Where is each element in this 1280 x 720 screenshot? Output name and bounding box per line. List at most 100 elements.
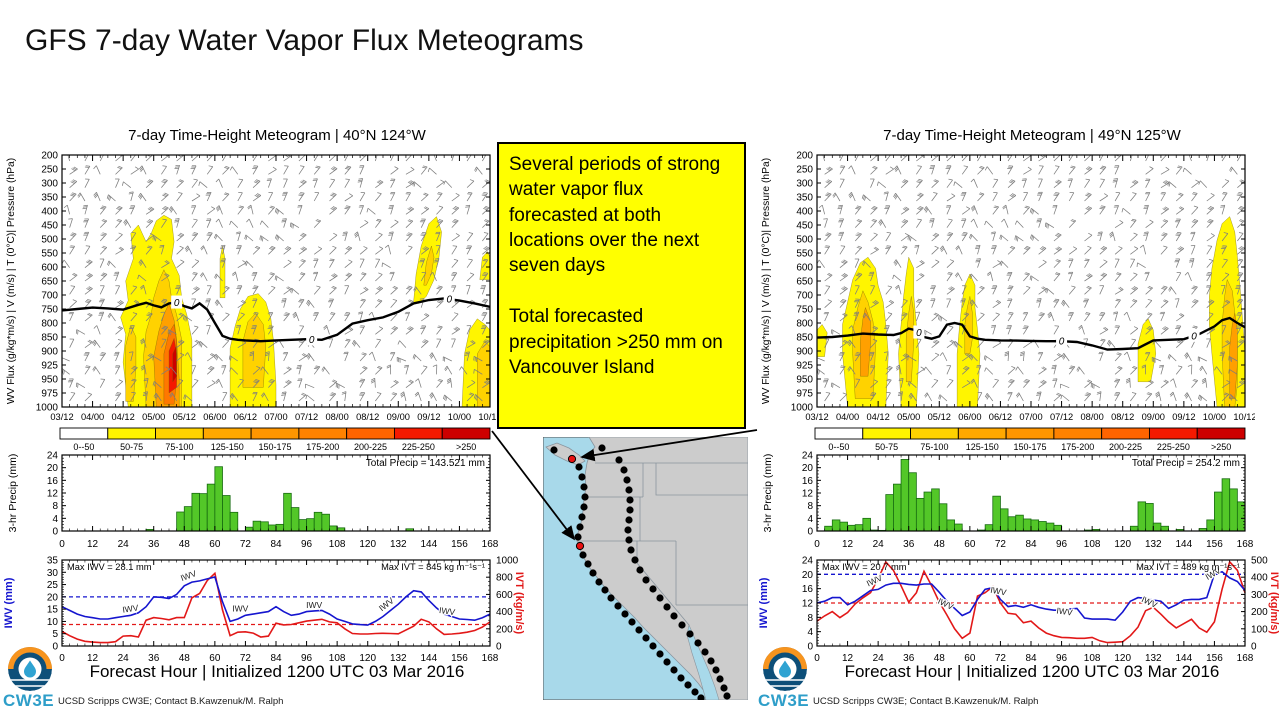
svg-text:05/12: 05/12 <box>928 412 951 422</box>
svg-text:0--50: 0--50 <box>828 442 849 452</box>
svg-text:200-225: 200-225 <box>354 442 387 452</box>
svg-text:900: 900 <box>41 347 58 358</box>
svg-text:16: 16 <box>802 476 814 487</box>
svg-text:750: 750 <box>796 305 813 316</box>
svg-text:0: 0 <box>496 642 502 653</box>
svg-text:156: 156 <box>1206 653 1223 664</box>
svg-text:800: 800 <box>41 319 58 330</box>
svg-text:12: 12 <box>802 489 814 500</box>
svg-text:10/12: 10/12 <box>478 412 500 422</box>
cw3e-logo-icon <box>763 647 807 691</box>
svg-text:225-250: 225-250 <box>402 442 435 452</box>
svg-text:60: 60 <box>964 539 976 550</box>
svg-text:WV Flux (g/kg*m/s) | V (m/s) |: WV Flux (g/kg*m/s) | V (m/s) | T (0°C)| … <box>761 158 772 404</box>
svg-text:175-200: 175-200 <box>1061 442 1094 452</box>
svg-text:120: 120 <box>1114 653 1131 664</box>
svg-text:120: 120 <box>359 539 376 550</box>
svg-text:108: 108 <box>1084 653 1101 664</box>
svg-text:108: 108 <box>329 539 346 550</box>
svg-text:36: 36 <box>903 653 915 664</box>
svg-text:72: 72 <box>240 539 252 550</box>
svg-text:0: 0 <box>309 335 315 346</box>
svg-text:06/12: 06/12 <box>234 412 257 422</box>
svg-text:IWV: IWV <box>122 603 140 615</box>
cw3e-logo-text: CW3E <box>3 691 55 710</box>
svg-text:84: 84 <box>270 653 282 664</box>
svg-text:800: 800 <box>496 573 513 584</box>
svg-text:15: 15 <box>47 605 59 616</box>
svg-text:IWV: IWV <box>1056 605 1074 617</box>
svg-text:175-200: 175-200 <box>306 442 339 452</box>
svg-text:05/00: 05/00 <box>897 412 920 422</box>
svg-text:08/12: 08/12 <box>356 412 379 422</box>
annotation-paragraph-1: Several periods of strong water vapor fl… <box>509 154 721 277</box>
svg-text:120: 120 <box>1114 539 1131 550</box>
svg-text:0: 0 <box>1059 337 1065 348</box>
svg-text:300: 300 <box>41 179 58 190</box>
svg-text:0: 0 <box>1191 331 1197 342</box>
svg-text:0: 0 <box>807 642 813 653</box>
svg-text:IWV (mm): IWV (mm) <box>3 577 15 628</box>
svg-text:>250: >250 <box>456 442 476 452</box>
svg-text:72: 72 <box>995 539 1007 550</box>
svg-text:650: 650 <box>796 277 813 288</box>
svg-text:925: 925 <box>41 361 58 372</box>
svg-text:168: 168 <box>482 653 499 664</box>
svg-text:132: 132 <box>390 539 407 550</box>
svg-text:132: 132 <box>1145 653 1162 664</box>
svg-text:IVT (kg/m/s): IVT (kg/m/s) <box>513 572 525 635</box>
svg-text:400: 400 <box>796 207 813 218</box>
svg-text:35: 35 <box>47 556 59 567</box>
colorbar-right: 0--50 50-75 75-100 125-150 150-175 175-200 200… <box>814 427 1246 452</box>
svg-text:4: 4 <box>807 627 813 638</box>
svg-text:IVT (kg/m/s): IVT (kg/m/s) <box>1268 572 1280 635</box>
svg-text:04/12: 04/12 <box>112 412 135 422</box>
meteogram-left-title: 7-day Time-Height Meteogram | 40°N 124°W <box>128 127 426 144</box>
svg-text:150-175: 150-175 <box>1013 442 1046 452</box>
svg-text:0--50: 0--50 <box>73 442 94 452</box>
svg-text:0: 0 <box>814 653 820 664</box>
svg-text:20: 20 <box>802 570 814 581</box>
svg-text:84: 84 <box>1025 653 1037 664</box>
svg-text:200: 200 <box>796 151 813 162</box>
svg-text:48: 48 <box>934 539 946 550</box>
svg-text:07/00: 07/00 <box>1019 412 1042 422</box>
svg-text:Max IVT = 845 kg m⁻¹s⁻¹: Max IVT = 845 kg m⁻¹s⁻¹ <box>381 562 485 572</box>
svg-text:06/12: 06/12 <box>989 412 1012 422</box>
svg-text:144: 144 <box>1176 539 1193 550</box>
svg-text:72: 72 <box>240 653 252 664</box>
svg-text:36: 36 <box>148 539 160 550</box>
svg-text:1000: 1000 <box>791 403 814 414</box>
forecast-axis-title-left: Forecast Hour | Initialized 1200 UTC 03 … <box>89 662 465 681</box>
svg-text:IWV: IWV <box>306 600 322 610</box>
svg-text:108: 108 <box>329 653 346 664</box>
svg-text:3-hr Precip (mm): 3-hr Precip (mm) <box>7 454 19 533</box>
credit-text-left: UCSD Scripps CW3E; Contact B.Kawzenuk/M.… <box>58 696 284 707</box>
svg-text:0: 0 <box>807 527 813 538</box>
svg-text:24: 24 <box>802 451 814 462</box>
svg-text:12: 12 <box>87 539 99 550</box>
svg-text:16: 16 <box>47 476 59 487</box>
svg-text:5: 5 <box>52 629 58 640</box>
svg-text:IWV: IWV <box>438 605 456 617</box>
svg-text:04/00: 04/00 <box>836 412 859 422</box>
svg-text:0: 0 <box>59 539 65 550</box>
svg-text:0: 0 <box>52 642 58 653</box>
svg-text:8: 8 <box>807 501 813 512</box>
svg-text:0: 0 <box>446 295 452 306</box>
svg-text:150-175: 150-175 <box>258 442 291 452</box>
svg-text:120: 120 <box>359 653 376 664</box>
svg-text:05/00: 05/00 <box>142 412 165 422</box>
svg-text:07/00: 07/00 <box>264 412 287 422</box>
svg-text:>250: >250 <box>1211 442 1231 452</box>
svg-text:800: 800 <box>796 319 813 330</box>
svg-text:925: 925 <box>796 361 813 372</box>
svg-text:400: 400 <box>41 207 58 218</box>
svg-text:48: 48 <box>179 539 191 550</box>
svg-text:900: 900 <box>796 347 813 358</box>
svg-text:600: 600 <box>41 263 58 274</box>
svg-text:3-hr Precip (mm): 3-hr Precip (mm) <box>762 454 774 533</box>
svg-text:4: 4 <box>807 514 813 525</box>
